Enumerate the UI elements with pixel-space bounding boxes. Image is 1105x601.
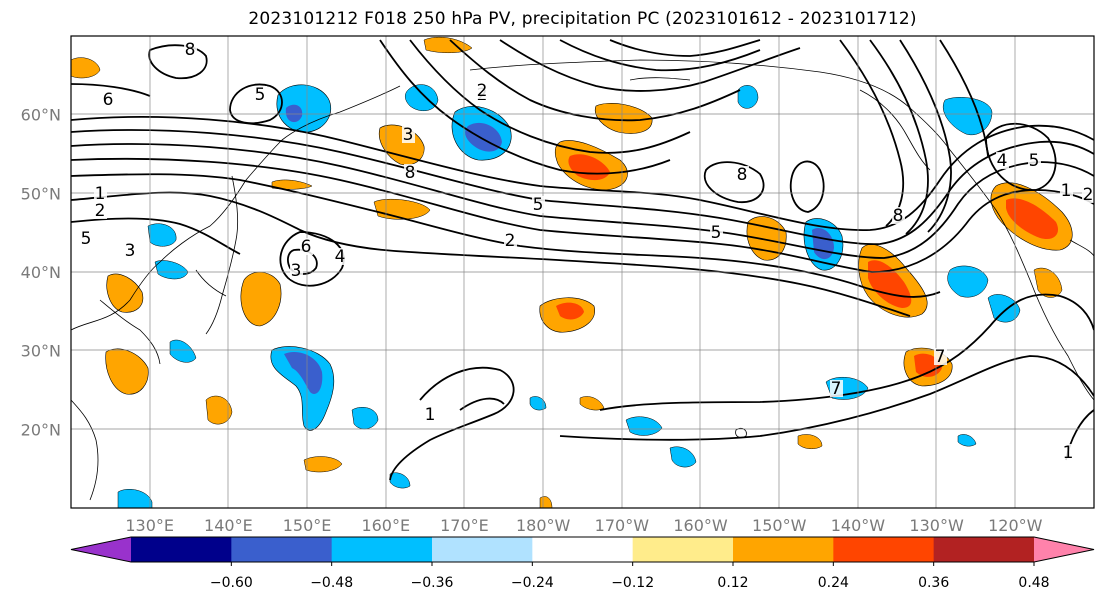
precip-blob [285,104,303,123]
contour-label: 3 [403,125,414,145]
lon-tick-label: 150°W [752,516,807,535]
lat-tick-label: 50°N [21,184,61,203]
grid [71,36,1094,508]
contour-label: 5 [1029,151,1040,171]
contour-label: 1 [1063,443,1074,463]
precip-blob [529,396,547,411]
precip-blob [405,84,439,112]
contour-label: 5 [81,229,92,249]
lon-tick-label: 170°E [440,516,489,535]
colorbar-segment [331,537,433,562]
precip-blob [105,348,149,395]
precip-blob [117,489,153,508]
contour-label: 5 [255,85,266,105]
precip-blob [947,265,989,298]
colorbar-extend-low [71,537,131,562]
lon-tick-label: 160°W [673,516,728,535]
contour-labels: 865238581253643258171724521 [80,40,1094,463]
contour-label: 3 [291,261,302,281]
colorbar-tick-label: 0.24 [818,575,849,591]
colorbar-tick-label: −0.12 [611,575,654,591]
contour-label: 1 [95,184,106,204]
precip-blob [389,472,411,489]
contour-label: 5 [533,195,544,215]
colorbar-segment [833,537,935,562]
contour-label: 5 [711,223,722,243]
contour-label: 2 [505,231,516,251]
colorbar-tick-label: −0.36 [411,575,454,591]
colorbar-segment [733,537,834,562]
lon-tick-label: 130°E [125,516,174,535]
precip-blob [205,395,233,425]
precip-blob [579,396,605,411]
contour-label: 6 [103,90,114,110]
map-title: 2023101212 F018 250 hPa PV, precipitatio… [248,9,917,29]
precip-shading [71,37,1073,508]
lon-tick-label: 150°E [283,516,332,535]
lon-tick-label: 130°W [909,516,964,535]
lon-tick-label: 140°W [831,516,886,535]
colorbar-segment [231,537,333,562]
contour-label: 4 [335,247,346,267]
lat-tick-label: 20°N [21,420,61,439]
colorbar-tick-label: 0.12 [717,575,748,591]
contour-label: 8 [405,163,416,183]
precip-blob [957,434,977,447]
contour-label: 7 [831,379,842,399]
contour-label: 6 [301,237,312,257]
precip-blob [284,352,323,394]
precip-blob [1006,198,1059,240]
precip-blob [240,271,282,327]
precip-blob [106,273,144,313]
precip-blob [987,294,1021,323]
lon-tick-label: 170°W [595,516,650,535]
colorbar: −0.60 −0.48 −0.36 −0.24 −0.12 0.12 0.24 0.36 0.4… [70,536,1095,591]
lon-tick-label: 160°E [361,516,410,535]
contour-label: 8 [185,40,196,60]
colorbar-segment [933,537,1035,562]
precip-blob [147,223,177,247]
colorbar-segment [432,537,533,562]
colorbar-tick-label: 0.48 [1018,575,1049,591]
contour-label: 2 [1083,185,1094,205]
lat-tick-label: 40°N [21,263,61,282]
colorbar-extend-high [1034,537,1094,562]
precip-blob [351,407,379,430]
colorbar-segment [532,537,634,562]
contour-label: 3 [125,241,136,261]
contour-label: 2 [477,81,488,101]
colorbar-segment [131,537,232,562]
lon-tick-label: 180°W [516,516,571,535]
colorbar-tick-label: −0.24 [511,575,554,591]
contour-label: 8 [737,165,748,185]
colorbar-outline [70,536,1095,563]
lon-tick-labels: 130°E 140°E 150°E 160°E 170°E 180°W 170°W 160°W… [125,516,1042,535]
precip-blob [737,85,759,109]
contour-label: 8 [893,206,904,226]
contour-label: 1 [425,405,436,425]
lon-tick-label: 140°E [204,516,253,535]
lat-tick-label: 30°N [21,342,61,361]
precip-blob [556,302,584,320]
colorbar-tick-label: 0.36 [918,575,949,591]
contour-label: 1 [1061,181,1072,201]
contour-label: 4 [997,151,1008,171]
precip-blob [71,57,101,79]
precip-blob [169,339,197,363]
plot-frame [70,35,1095,509]
precip-blob [303,456,343,473]
precip-blob [797,434,823,449]
contour-label: 2 [95,201,106,221]
lon-tick-label: 120°W [988,516,1043,535]
lat-tick-label: 60°N [21,106,61,125]
contour-label: 7 [935,347,946,367]
colorbar-tick-label: −0.60 [210,575,253,591]
precip-blob [669,446,697,468]
lat-tick-labels: 60°N 50°N 40°N 30°N 20°N [21,106,61,440]
colorbar-tick-label: −0.48 [310,575,353,591]
colorbar-segment [632,537,734,562]
precip-blob [594,103,653,134]
precip-blob [625,416,663,436]
